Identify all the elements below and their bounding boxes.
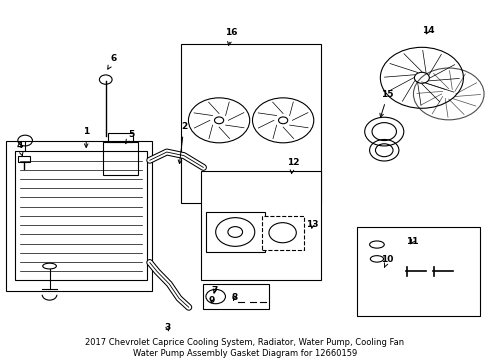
Text: 3: 3 [165,323,171,332]
Ellipse shape [43,263,56,269]
Text: 13: 13 [306,220,318,229]
Text: 6: 6 [108,54,117,69]
Text: 1: 1 [83,127,89,148]
Bar [5,140,152,291]
Text: 16: 16 [225,28,238,45]
Bar [203,284,270,309]
Bar [108,134,133,142]
Text: 9: 9 [209,296,215,305]
Circle shape [18,135,32,146]
Bar [357,226,480,316]
Text: 2: 2 [178,122,187,163]
Text: 15: 15 [380,90,394,117]
Bar [103,142,138,175]
Bar [206,212,265,252]
Text: 7: 7 [212,286,218,295]
Text: 10: 10 [382,255,394,267]
Text: 8: 8 [231,293,237,302]
Bar [262,216,304,250]
Text: 2017 Chevrolet Caprice Cooling System, Radiator, Water Pump, Cooling Fan
Water P: 2017 Chevrolet Caprice Cooling System, R… [85,338,405,357]
Bar [15,151,147,280]
Text: 14: 14 [422,26,435,35]
Bar [18,156,29,162]
Circle shape [99,75,112,84]
Bar [201,171,321,280]
Bar [181,44,321,203]
Text: 12: 12 [287,158,299,174]
Text: 4: 4 [16,141,23,156]
Text: 11: 11 [406,237,418,246]
Text: 5: 5 [125,130,135,144]
